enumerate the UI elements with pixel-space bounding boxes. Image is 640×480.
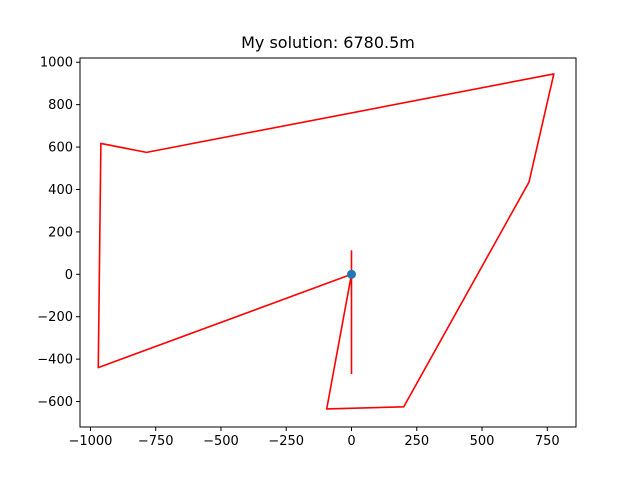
y-tick-label: 200	[48, 225, 73, 240]
y-tick-label: 0	[65, 268, 73, 283]
x-tick-label: −250	[268, 434, 304, 449]
x-tick-label: 0	[347, 434, 355, 449]
chart-title: My solution: 6780.5m	[241, 33, 415, 52]
y-tick-label: 800	[48, 98, 73, 113]
x-tick-label: 750	[535, 434, 560, 449]
y-tick-label: 1000	[40, 56, 73, 71]
start-point-marker	[346, 269, 356, 279]
y-tick-label: −600	[37, 395, 73, 410]
x-tick-label: −750	[138, 434, 174, 449]
axes: −1000 −750 −500 −250 0 250 500 750 −600 −400 −200 0…	[37, 56, 577, 449]
x-tick-label: 500	[470, 434, 495, 449]
y-tick-label: −200	[37, 310, 73, 325]
marker-layer	[346, 269, 356, 279]
x-tick-label: −1000	[68, 434, 112, 449]
x-tick-label: −500	[203, 434, 239, 449]
x-tick-label: 250	[404, 434, 429, 449]
axes-frame	[79, 57, 577, 428]
y-tick-label: −400	[37, 353, 73, 368]
y-tick-label: 400	[48, 183, 73, 198]
y-tick-label: 600	[48, 141, 73, 156]
